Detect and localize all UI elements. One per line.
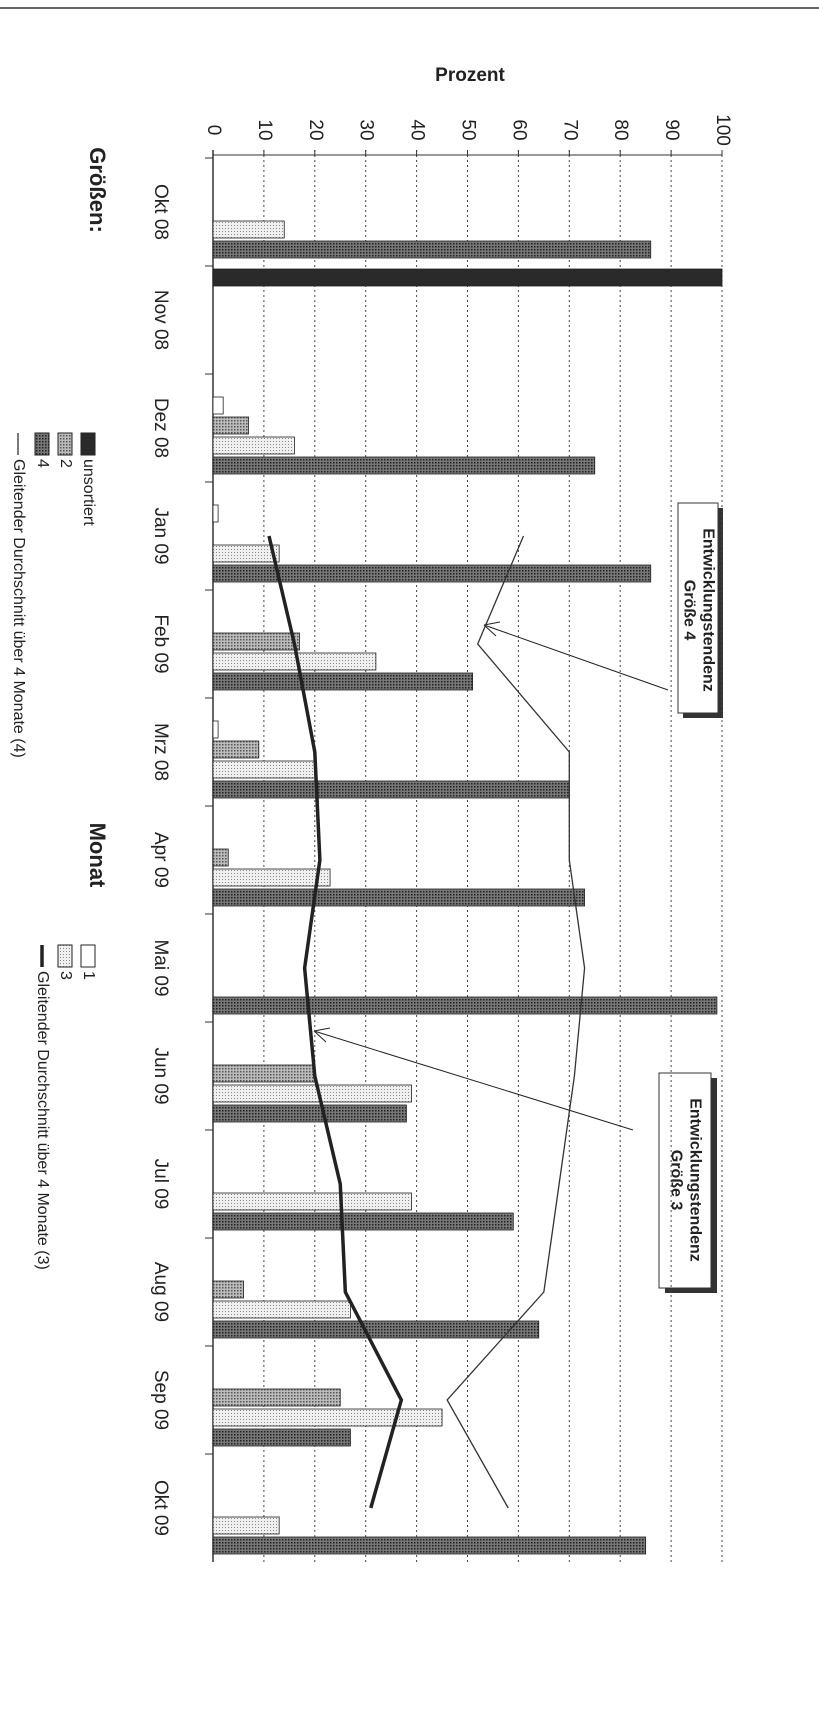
annotation-box [677, 502, 719, 714]
line [446, 535, 586, 1509]
annotation: EntwicklungstendenzGröße 3 [667, 1098, 703, 1262]
legend-label: Gleitender Durchschnitt über 4 Monate (4… [10, 459, 27, 758]
bar [212, 996, 718, 1015]
x-tick-label: Sep 09 [150, 1370, 171, 1430]
bar [212, 240, 652, 259]
bar [212, 1212, 514, 1231]
legend-label: 2 [57, 459, 74, 468]
arrow-head [483, 621, 501, 637]
bar [212, 672, 473, 691]
x-tick-label: Nov 08 [150, 290, 171, 350]
axis-label: Prozent [435, 65, 505, 86]
x-tick-label: Dez 08 [150, 398, 171, 458]
bar [212, 888, 585, 907]
bar [212, 652, 377, 671]
arrow [483, 624, 669, 691]
bar [212, 760, 316, 779]
bar [212, 1408, 443, 1427]
bar [212, 848, 229, 867]
annotation-line: Entwicklungstendenz [699, 528, 716, 692]
line [267, 535, 404, 1509]
y-tick-label: 20 [305, 119, 326, 140]
bar [212, 416, 250, 435]
y-tick-label: 30 [356, 119, 377, 140]
annotation-box [658, 1072, 712, 1289]
legend-swatch [57, 432, 73, 456]
x-tick-label: Jul 09 [150, 1159, 171, 1210]
bar [212, 1280, 244, 1299]
bar [212, 1084, 412, 1103]
legend-title: Größen: [85, 147, 110, 233]
bar [212, 1104, 407, 1123]
legend-swatch [80, 432, 96, 456]
bar [212, 1536, 647, 1555]
arrow [313, 1030, 634, 1131]
arrow-head [313, 1027, 331, 1043]
bar [212, 1064, 316, 1083]
bar [212, 1320, 540, 1339]
bar [212, 504, 219, 523]
y-tick-label: 10 [254, 119, 275, 140]
x-tick-label: Jun 09 [150, 1047, 171, 1104]
y-tick-label: 70 [559, 119, 580, 140]
legend-swatch [80, 944, 96, 968]
bar [212, 1192, 412, 1211]
bar [212, 456, 596, 475]
x-tick-label: Okt 09 [150, 1480, 171, 1536]
x-tick-label: Apr 09 [150, 832, 171, 888]
x-tick-label: Mai 09 [150, 939, 171, 996]
bar [212, 780, 570, 799]
bar [212, 632, 300, 651]
bar [212, 220, 285, 239]
y-tick-label: 60 [508, 119, 529, 140]
bar [212, 1516, 280, 1535]
x-tick-label: Feb 09 [150, 614, 171, 673]
x-tick-label: Okt 08 [150, 184, 171, 240]
legend-swatch [34, 432, 50, 456]
y-tick-label: 80 [610, 119, 631, 140]
bar [212, 868, 331, 887]
bar [212, 1300, 351, 1319]
legend-label: 4 [34, 459, 51, 468]
annotation-line: Entwicklungstendenz [686, 1098, 703, 1262]
bar [212, 740, 260, 759]
legend-label: 1 [80, 971, 97, 980]
y-tick-label: 50 [457, 119, 478, 140]
bar [212, 720, 219, 739]
y-tick-label: 40 [407, 119, 428, 140]
bar [212, 268, 723, 287]
y-tick-label: 0 [203, 125, 224, 136]
x-tick-label: Jan 09 [150, 507, 171, 564]
annotation-line: Größe 3 [667, 1150, 684, 1211]
bar [212, 396, 224, 415]
y-tick-label: 100 [712, 114, 733, 146]
annotation-line: Größe 4 [680, 580, 697, 641]
legend-label: unsortiert [80, 459, 97, 526]
bar [212, 1388, 341, 1407]
legend-label: Gleitender Durchschnitt über 4 Monate (3… [34, 971, 51, 1270]
axis-label: Monat [85, 823, 110, 888]
legend-label: 3 [57, 971, 74, 980]
bar [212, 544, 280, 563]
bar [212, 436, 295, 455]
x-tick-label: Aug 09 [150, 1262, 171, 1322]
y-tick-label: 90 [661, 119, 682, 140]
annotation: EntwicklungstendenzGröße 4 [680, 528, 716, 692]
bar [212, 1428, 351, 1447]
legend-swatch [57, 944, 73, 968]
x-tick-label: Mrz 08 [150, 723, 171, 781]
bar [212, 564, 652, 583]
